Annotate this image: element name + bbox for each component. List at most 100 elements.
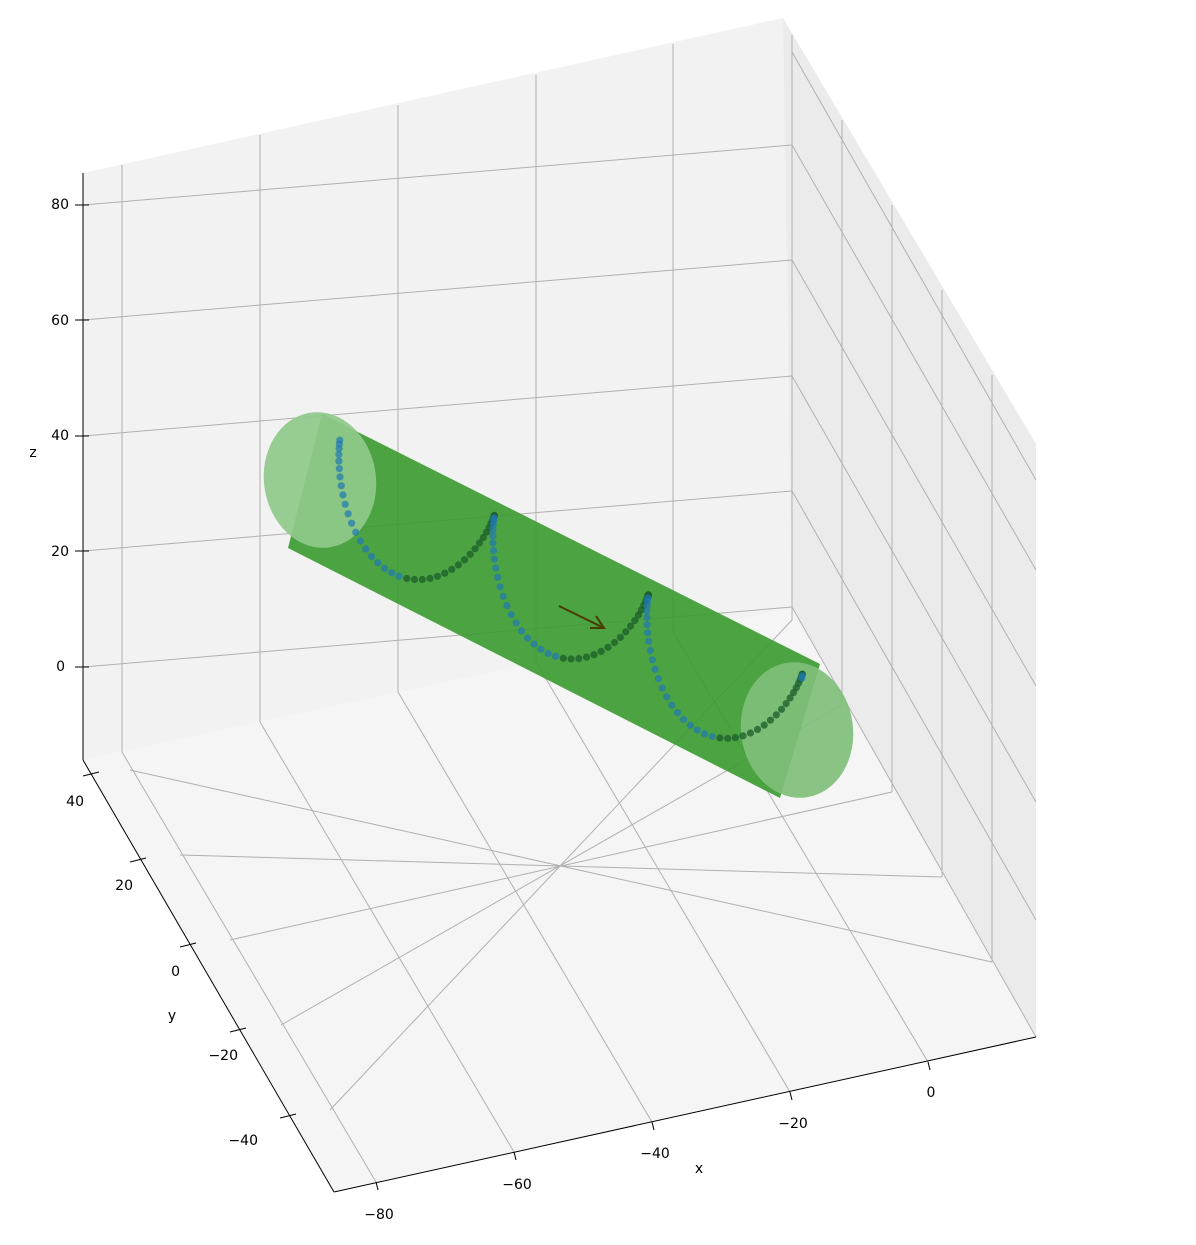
x-tick-label: 0 (927, 1085, 936, 1101)
helix-point (724, 734, 732, 742)
tick-mark (513, 1151, 517, 1161)
grid-line (791, 144, 1037, 571)
helix-point (631, 616, 639, 625)
helix-point (544, 649, 552, 658)
helix-point (686, 721, 694, 729)
direction-arrow (558, 605, 606, 629)
helix-point (643, 607, 651, 615)
helix-point (658, 684, 666, 692)
y-tick-labels: −40 −20 0 20 40 (66, 794, 258, 1149)
helix-point (335, 445, 343, 453)
helix-point (708, 732, 716, 741)
helix-point (489, 526, 497, 534)
helix-point (362, 545, 370, 553)
helix-point (503, 602, 511, 610)
tick-marks (75, 204, 931, 1191)
grid-line (82, 144, 793, 206)
helix-point (388, 569, 396, 577)
z-tick-label: 0 (56, 659, 65, 675)
helix-point (523, 634, 532, 642)
helix-point (530, 640, 538, 648)
helix-point (537, 645, 545, 653)
y-tick-label: 0 (171, 964, 180, 980)
helix-point (433, 572, 442, 580)
helix-point (604, 643, 612, 651)
helix-point (731, 734, 740, 742)
helix-point (651, 665, 659, 673)
y-tick-label: 20 (115, 878, 133, 894)
helix-point (479, 533, 487, 542)
helix-point (622, 628, 630, 636)
helix-point (798, 674, 806, 682)
helix-point (348, 519, 356, 527)
helix-point (356, 537, 364, 545)
helix-point (426, 574, 434, 583)
tick-mark (279, 1113, 297, 1119)
helix-point (489, 532, 497, 540)
side-pane-yz (783, 18, 1036, 1037)
grid-lines (82, 35, 1037, 1183)
tick-mark (789, 1091, 793, 1101)
grid-line (121, 751, 377, 1183)
helix-point (344, 510, 352, 518)
helix-point (410, 575, 419, 584)
helix-point (760, 721, 768, 729)
helix-point (668, 701, 676, 709)
helix-point (567, 655, 575, 663)
x-axis-label: x (695, 1161, 703, 1177)
x-tick-label: −20 (778, 1116, 808, 1132)
tick-mark (375, 1181, 379, 1191)
z-axis-label: z (29, 445, 36, 461)
helix-point (673, 709, 682, 717)
y-tick-label: −20 (208, 1048, 238, 1064)
helix-point (492, 564, 500, 572)
helix-point (507, 611, 515, 619)
grid-line (791, 259, 1037, 687)
grid-line (259, 721, 515, 1153)
helix-point (701, 730, 709, 738)
helix-point (335, 450, 343, 458)
cylinder-end-cap-right (740, 662, 854, 798)
helix-point (582, 653, 591, 661)
helix-point (496, 583, 504, 591)
helix-point (367, 552, 376, 561)
tick-mark (129, 857, 147, 863)
tick-mark (651, 1121, 655, 1131)
helix-point (517, 627, 526, 635)
helix-point (643, 621, 651, 629)
helix-point (341, 500, 349, 508)
grid-line (82, 259, 793, 321)
grid-line (82, 375, 793, 437)
helix-point (644, 629, 652, 637)
z-tick-label: 60 (51, 313, 69, 329)
helix-point (339, 491, 347, 499)
helix-point (441, 569, 449, 577)
cylinder-body (288, 414, 820, 798)
helix-point (490, 555, 498, 563)
z-tick-label: 80 (51, 197, 69, 213)
helix-point (663, 693, 671, 701)
helix-points (335, 436, 806, 742)
helix-point (489, 539, 497, 547)
helix-point (499, 592, 507, 600)
grid-line (535, 661, 791, 1093)
grid-line (791, 375, 1037, 803)
helix-point (680, 715, 688, 724)
helix-point (335, 465, 343, 473)
helix-point (766, 716, 775, 724)
helix-point (693, 726, 701, 734)
y-tick-label: 40 (66, 794, 84, 810)
helix-point (772, 711, 780, 719)
grid-line (397, 691, 653, 1123)
z-tick-labels: 0 20 40 60 80 (51, 197, 69, 675)
grid-line (791, 51, 1037, 481)
helix-point (494, 573, 502, 581)
tick-mark (927, 1061, 931, 1071)
grid-line (791, 490, 1037, 921)
helix-point (643, 602, 651, 610)
helix-point (471, 545, 479, 553)
helix-point (403, 574, 411, 583)
helix-point (627, 622, 635, 630)
axes-lines (82, 173, 1037, 1193)
